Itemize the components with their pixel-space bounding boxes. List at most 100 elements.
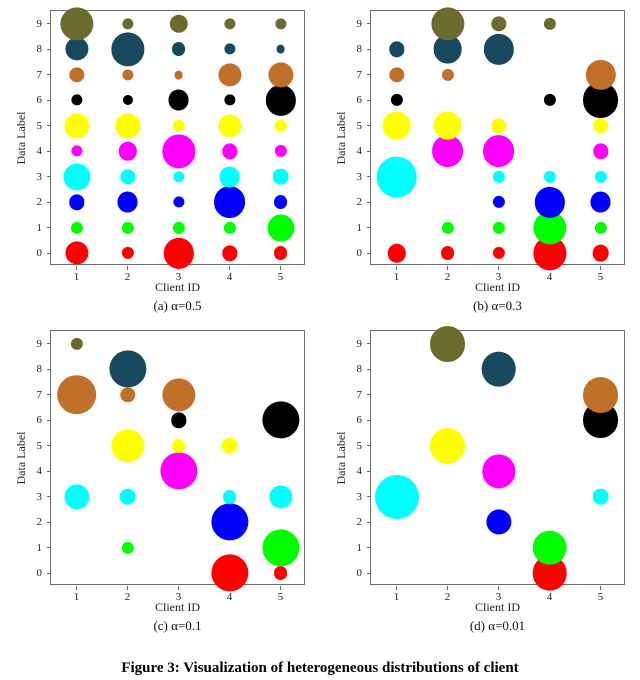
xtick-label: 1	[74, 591, 80, 603]
xlabel: Client ID	[475, 280, 520, 295]
bubble	[120, 169, 135, 184]
xtick-mark	[498, 266, 499, 270]
xtick-label: 5	[278, 271, 284, 283]
ytick-label: 8	[357, 363, 363, 375]
xtick-label: 1	[394, 271, 400, 283]
ytick-label: 2	[37, 516, 43, 528]
xtick-label: 2	[125, 271, 131, 283]
bubble	[441, 222, 453, 234]
bubble	[174, 70, 183, 79]
bubble	[122, 18, 133, 29]
bubble	[267, 214, 294, 241]
ytick-label: 5	[37, 440, 43, 452]
ytick-label: 1	[37, 542, 43, 554]
ytick-mark	[367, 522, 371, 523]
bubble	[592, 245, 609, 262]
ytick-mark	[47, 522, 51, 523]
sub-caption: (d) α=0.01	[470, 618, 525, 634]
ytick-mark	[367, 74, 371, 75]
xtick-mark	[178, 586, 179, 590]
figure-caption: Figure 3: Visualization of heterogeneous…	[0, 660, 640, 677]
xtick-mark	[76, 266, 77, 270]
ytick-mark	[367, 420, 371, 421]
bubble	[219, 166, 240, 187]
bubble	[218, 114, 241, 137]
bubble	[121, 247, 133, 259]
ytick-mark	[47, 23, 51, 24]
ytick-mark	[47, 202, 51, 203]
xtick-mark	[127, 266, 128, 270]
ytick-mark	[367, 23, 371, 24]
ytick-label: 1	[37, 222, 43, 234]
ytick-mark	[367, 253, 371, 254]
bubble	[433, 111, 462, 140]
bubble	[275, 18, 286, 29]
bubble	[486, 510, 511, 535]
bubble	[70, 338, 82, 350]
ytick-mark	[47, 74, 51, 75]
ytick-mark	[47, 369, 51, 370]
ylabel: Data Label	[14, 111, 29, 164]
ytick-label: 3	[37, 491, 43, 503]
bubble	[543, 94, 555, 106]
panel-d: 123450123456789Client IDData Label(d) α=…	[320, 320, 640, 640]
ytick-mark	[47, 573, 51, 574]
ytick-label: 1	[357, 222, 363, 234]
ytick-mark	[47, 471, 51, 472]
bubble	[111, 429, 144, 462]
bubble	[57, 375, 97, 415]
bubble	[121, 222, 133, 234]
bubble	[262, 529, 299, 566]
bubble	[172, 120, 184, 132]
ytick-label: 6	[37, 94, 43, 106]
ytick-label: 7	[357, 69, 363, 81]
xtick-label: 4	[227, 591, 233, 603]
bubble	[592, 488, 609, 505]
ytick-label: 8	[37, 363, 43, 375]
xtick-label: 2	[445, 591, 451, 603]
bubble	[64, 484, 89, 509]
ytick-label: 4	[357, 145, 363, 157]
panel-grid: 123450123456789 Client ID Data Label (a) α=…	[0, 0, 640, 640]
sub-caption: (a) α=0.5	[153, 298, 201, 314]
bubble	[69, 67, 84, 82]
bubble	[109, 351, 146, 388]
panel-a: 123450123456789Client IDData Label(a) α=…	[0, 0, 320, 320]
ytick-label: 6	[357, 94, 363, 106]
ytick-label: 3	[37, 171, 43, 183]
bubble	[431, 7, 464, 40]
ytick-label: 0	[37, 567, 43, 579]
bubble	[593, 118, 608, 133]
bubble	[211, 504, 248, 541]
bubble	[223, 490, 237, 504]
xtick-mark	[396, 266, 397, 270]
ytick-mark	[367, 100, 371, 101]
bubble	[492, 196, 504, 208]
bubble	[71, 95, 82, 106]
bubble	[268, 62, 293, 87]
bubble	[482, 455, 515, 488]
ytick-mark	[367, 227, 371, 228]
bubble	[60, 7, 93, 40]
xtick-mark	[447, 586, 448, 590]
bubble	[491, 16, 506, 31]
ytick-mark	[367, 125, 371, 126]
xtick-mark	[447, 266, 448, 270]
ytick-mark	[47, 151, 51, 152]
ytick-label: 1	[357, 542, 363, 554]
ytick-mark	[47, 420, 51, 421]
ylabel: Data Label	[334, 431, 349, 484]
ytick-label: 2	[357, 196, 363, 208]
ytick-mark	[47, 49, 51, 50]
ytick-mark	[367, 547, 371, 548]
plot-area: 123450123456789	[370, 10, 625, 265]
bubble	[593, 144, 608, 159]
bubble	[483, 135, 515, 167]
bubble	[274, 120, 286, 132]
ytick-label: 0	[357, 567, 363, 579]
xtick-mark	[229, 266, 230, 270]
bubble	[274, 566, 288, 580]
xtick-mark	[498, 586, 499, 590]
ytick-mark	[367, 202, 371, 203]
bubble	[276, 45, 285, 54]
